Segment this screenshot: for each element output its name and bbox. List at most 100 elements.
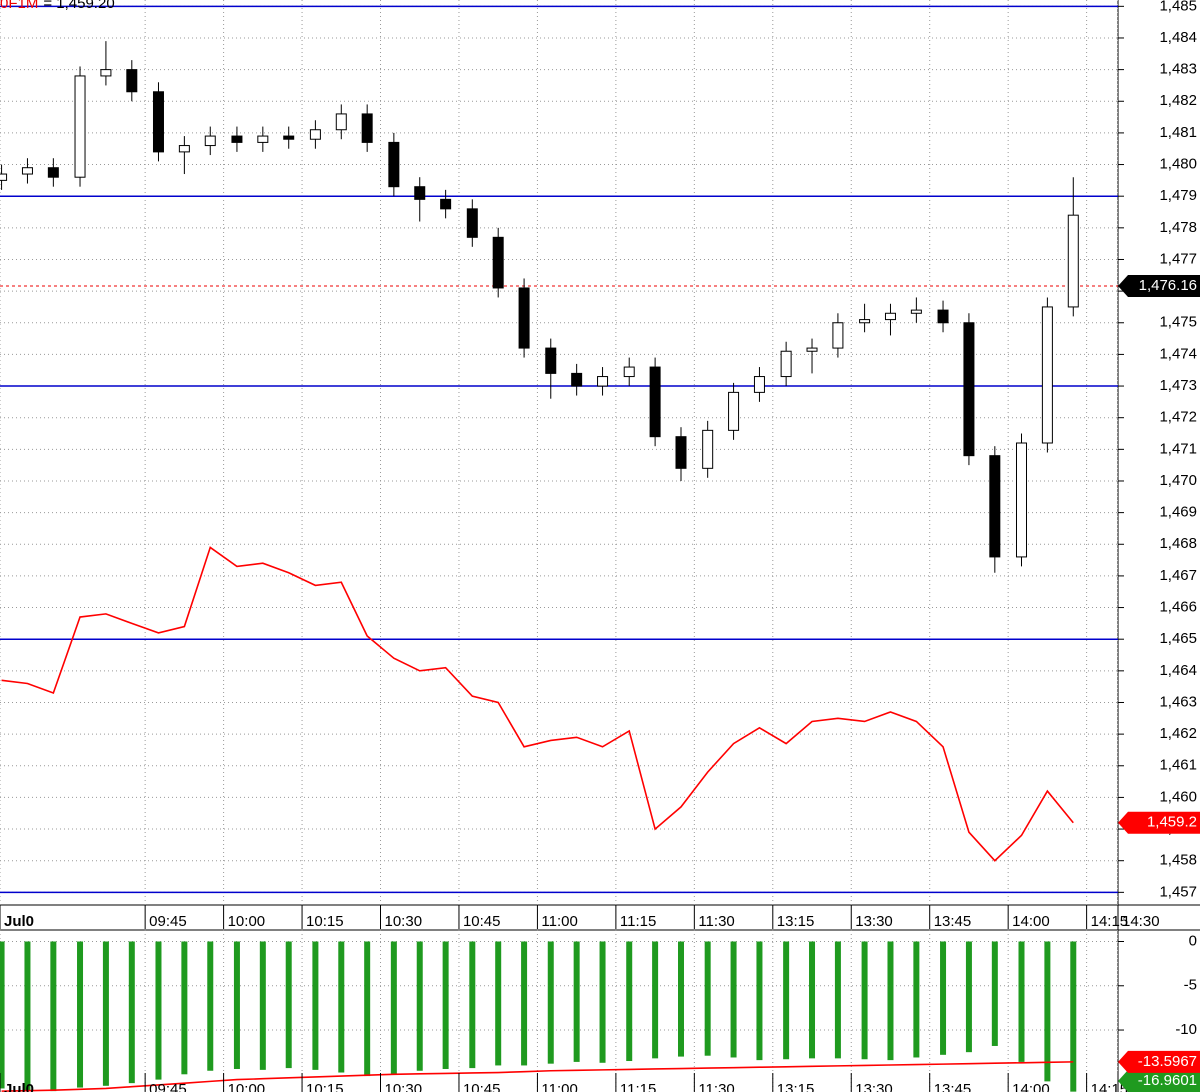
x-tick-label: 10:00 — [228, 1081, 266, 1092]
candle-body — [675, 436, 687, 469]
candle-body — [388, 141, 400, 188]
x-tick-label: 13:45 — [934, 913, 972, 930]
y-tick-label: 1,457 — [1159, 883, 1197, 900]
histogram-bar — [259, 941, 266, 1070]
histogram-bar — [207, 941, 214, 1071]
histogram-bar — [599, 941, 606, 1063]
candle-body — [623, 366, 635, 378]
candle-body — [335, 113, 347, 131]
y-tick-label: 1,485 — [1159, 0, 1197, 14]
candle-body — [309, 129, 321, 140]
candle-body — [832, 322, 844, 349]
histogram-bar — [181, 941, 188, 1075]
candle-body — [963, 322, 975, 457]
x-tick-label: 11:15 — [620, 913, 656, 930]
candle-body — [283, 135, 295, 140]
x-tick-label: 14:15 — [1091, 1081, 1129, 1092]
y-tick-label: 1,470 — [1159, 472, 1197, 489]
histogram-bar — [547, 941, 554, 1064]
y-tick-label: 1,471 — [1159, 440, 1197, 457]
legend: 0F1M = 1,459.20 — [0, 0, 115, 12]
x-tick-label: 11:30 — [698, 1081, 734, 1092]
y-tick-label: -10 — [1175, 1021, 1197, 1038]
x-tick-label: 10:30 — [385, 1081, 423, 1092]
candle-body — [884, 312, 896, 321]
y-tick-label: 1,468 — [1159, 535, 1197, 552]
y-tick-label: 1,461 — [1159, 757, 1197, 774]
histogram-bar — [364, 941, 371, 1077]
x-tick-label: 14:15 — [1091, 913, 1129, 930]
y-tick-label: 0 — [1189, 932, 1197, 949]
x-tick-label: 10:15 — [306, 1081, 344, 1092]
candle-body — [74, 75, 86, 178]
histogram-bar — [1018, 941, 1025, 1062]
y-tick-label: 1,472 — [1159, 409, 1197, 426]
y-tick-label: 1,481 — [1159, 124, 1197, 141]
candle-body — [910, 309, 922, 314]
candle-body — [152, 91, 164, 153]
candle-body — [178, 145, 190, 153]
histogram-bar — [809, 941, 816, 1059]
x-tick-label: 11:30 — [698, 913, 734, 930]
y-tick-label: 1,469 — [1159, 504, 1197, 521]
y-tick-label: 1,484 — [1159, 29, 1197, 46]
histogram-bar — [965, 941, 972, 1053]
histogram-bar — [469, 941, 476, 1069]
candle-body — [571, 372, 583, 387]
overlay-line — [1, 546, 1074, 862]
histogram-bar — [861, 941, 868, 1060]
indicator-line — [1, 1061, 1074, 1092]
price-marker-tag-box — [1118, 275, 1200, 298]
histogram-bar — [390, 941, 397, 1075]
last-value-tag: -13.5967 — [1138, 1053, 1197, 1070]
candle-body — [0, 173, 8, 181]
candle-body — [649, 366, 661, 438]
x-tick-label: 14:30 — [1122, 913, 1160, 930]
histogram-bar — [887, 941, 894, 1061]
histogram-bar — [312, 941, 319, 1070]
histogram-bar — [155, 941, 162, 1080]
x-tick-label: 13:15 — [777, 913, 815, 930]
last-value-tag-box — [1118, 1050, 1200, 1073]
histogram-bar — [416, 941, 423, 1071]
histogram-bar — [77, 941, 84, 1088]
candle-body — [257, 135, 269, 143]
candle-body — [806, 347, 818, 352]
y-tick-label: 1,478 — [1159, 219, 1197, 236]
histogram-bar — [677, 941, 684, 1057]
histogram-bar — [0, 941, 5, 1089]
y-tick-label: 1,467 — [1159, 567, 1197, 584]
y-tick-label: 1,474 — [1159, 345, 1197, 362]
histogram-bar — [521, 941, 528, 1066]
y-tick-label: 1,463 — [1159, 693, 1197, 710]
histogram-bar — [24, 941, 31, 1091]
candle-body — [204, 135, 216, 147]
x-tick-label: Jul0 — [4, 1081, 34, 1092]
legend-name: 0F1M — [0, 0, 38, 12]
candle-body — [597, 376, 609, 387]
x-tick-label: 09:45 — [149, 913, 187, 930]
histogram-bar — [1070, 941, 1077, 1092]
histogram-bar — [285, 941, 292, 1069]
candle-body — [780, 350, 792, 378]
histogram-bar — [50, 941, 57, 1092]
histogram-bar — [783, 941, 790, 1060]
y-tick-label: 1,482 — [1159, 92, 1197, 109]
x-tick-label: 10:30 — [385, 913, 423, 930]
y-tick-label: 1,458 — [1159, 852, 1197, 869]
histogram-bar — [1044, 941, 1051, 1082]
last-value-tag: -16.9601 — [1138, 1072, 1197, 1089]
x-tick-label: 10:15 — [306, 913, 344, 930]
candle-body — [989, 455, 1001, 558]
x-tick-label: 13:45 — [934, 1081, 972, 1092]
y-tick-label: 1,475 — [1159, 314, 1197, 331]
x-tick-label: 13:30 — [855, 913, 893, 930]
candle-body — [47, 167, 59, 178]
y-tick-label: 1,473 — [1159, 377, 1197, 394]
histogram-bar — [233, 941, 240, 1069]
y-tick-label: -5 — [1184, 977, 1197, 994]
histogram-bar — [338, 941, 345, 1073]
y-tick-label: 1,462 — [1159, 725, 1197, 742]
